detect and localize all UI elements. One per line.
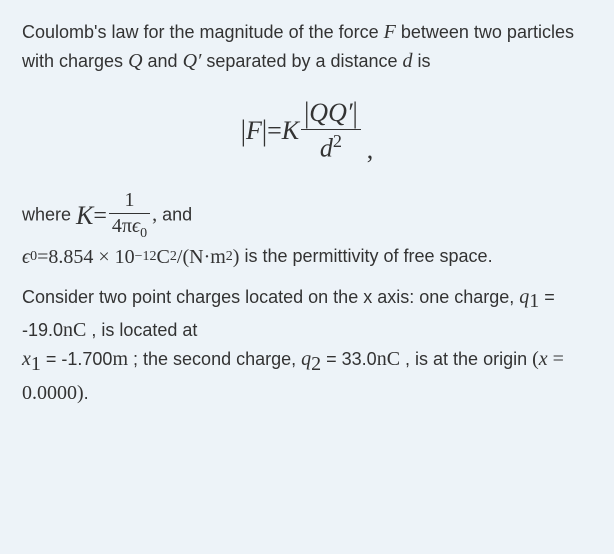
var-Q: Q bbox=[128, 50, 142, 72]
paren-left: ( bbox=[182, 247, 189, 267]
var-d: d bbox=[403, 50, 413, 72]
abs-bar: | bbox=[304, 96, 309, 130]
period: . bbox=[84, 383, 89, 403]
var-x1: x bbox=[22, 348, 31, 370]
var-q1: q bbox=[519, 286, 529, 308]
problem-text: ; the second charge, bbox=[128, 349, 301, 369]
and-text: and bbox=[157, 205, 192, 225]
eps-number: 8.854 × 10 bbox=[48, 247, 134, 267]
q2-value: 33.0 bbox=[342, 349, 377, 369]
var-d: d bbox=[320, 134, 333, 163]
problem-text: , is at the origin bbox=[400, 349, 532, 369]
var-epsilon: ϵ bbox=[132, 215, 140, 237]
var-F: F bbox=[246, 118, 262, 144]
x1-value: -1.700 bbox=[61, 349, 112, 369]
sub-zero: 0 bbox=[140, 226, 147, 241]
epsilon0-value: ϵ0 = 8.854 × 10−12 C2 / (N · m2) bbox=[22, 247, 239, 267]
abs-bar: | bbox=[241, 116, 246, 146]
K-definition: K = 1 4πϵ0 bbox=[76, 189, 152, 242]
exp-2: 2 bbox=[170, 250, 177, 264]
equals: = bbox=[321, 349, 342, 369]
var-K: K bbox=[76, 203, 93, 229]
intro-text: separated by a distance bbox=[201, 51, 402, 71]
intro-text: and bbox=[143, 51, 183, 71]
sub-1: 1 bbox=[31, 353, 41, 375]
q1-value: -19.0 bbox=[22, 320, 63, 340]
exp-2: 2 bbox=[226, 250, 233, 264]
intro-paragraph: Coulomb's law for the magnitude of the f… bbox=[22, 18, 592, 76]
constants-paragraph: where K = 1 4πϵ0 , and ϵ0 = 8.854 × 10−1… bbox=[22, 189, 592, 268]
comma: , bbox=[367, 137, 374, 163]
intro-text: is bbox=[413, 51, 431, 71]
equals: = bbox=[267, 118, 282, 144]
zero-value: 0.0000 bbox=[22, 382, 77, 404]
fraction-1-over-4pieps0: 1 4πϵ0 bbox=[109, 189, 150, 242]
equals: = bbox=[539, 287, 555, 307]
var-epsilon: ϵ bbox=[22, 247, 30, 267]
exp-minus12: −12 bbox=[135, 250, 157, 264]
unit-N: N bbox=[189, 247, 203, 267]
var-QQprime: QQ′ bbox=[309, 98, 352, 127]
den-4pi: 4π bbox=[112, 215, 132, 237]
abs-bar: | bbox=[262, 116, 267, 146]
unit-m: m bbox=[210, 247, 226, 267]
problem-text: Consider two point charges located on th… bbox=[22, 287, 519, 307]
equals: = bbox=[41, 349, 62, 369]
abs-bar: | bbox=[353, 96, 358, 130]
exponent-2: 2 bbox=[333, 131, 342, 151]
sub-zero: 0 bbox=[30, 250, 37, 264]
unit-C: C bbox=[157, 247, 170, 267]
var-Q-prime: Q′ bbox=[183, 50, 202, 72]
numerator-one: 1 bbox=[122, 189, 138, 212]
where-text: where bbox=[22, 205, 76, 225]
intro-text: Coulomb's law for the magnitude of the f… bbox=[22, 22, 384, 42]
coulomb-equation: | F | = K |QQ′| d2 , bbox=[22, 98, 592, 163]
var-K: K bbox=[282, 118, 299, 144]
equals: = bbox=[37, 247, 48, 267]
eps-rest-text: is the permittivity of free space. bbox=[239, 246, 492, 266]
var-x: x bbox=[539, 348, 548, 370]
equals-sym: = bbox=[548, 348, 564, 370]
paren-right: ) bbox=[77, 382, 84, 404]
var-q2: q bbox=[301, 348, 311, 370]
sub-2: 2 bbox=[311, 353, 321, 375]
equals: = bbox=[93, 204, 107, 228]
problem-text: , is located at bbox=[86, 320, 197, 340]
dot: · bbox=[204, 247, 211, 267]
fraction-QQp-over-d2: |QQ′| d2 bbox=[301, 98, 361, 163]
unit-nC: nC bbox=[63, 319, 86, 341]
unit-nC: nC bbox=[377, 348, 400, 370]
problem-paragraph: Consider two point charges located on th… bbox=[22, 283, 592, 408]
paren-left: ( bbox=[532, 348, 539, 370]
unit-m: m bbox=[112, 348, 128, 370]
sub-1: 1 bbox=[529, 290, 539, 312]
var-F: F bbox=[384, 21, 396, 43]
